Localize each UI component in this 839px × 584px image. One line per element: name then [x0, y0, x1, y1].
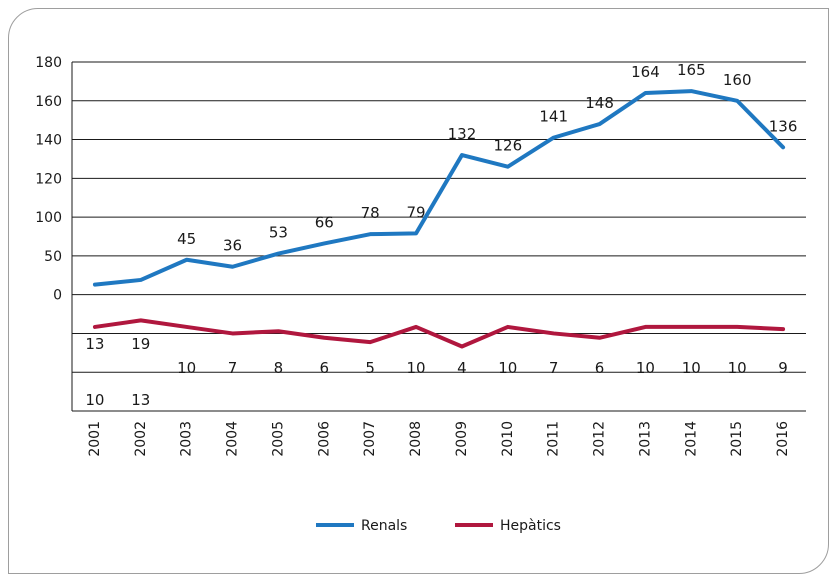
data-label: 66 — [315, 213, 334, 231]
data-label: 7 — [549, 359, 559, 377]
data-label: 4 — [457, 359, 467, 377]
x-tick-label: 2016 — [775, 421, 791, 457]
data-label: 10 — [407, 359, 426, 377]
data-label: 79 — [407, 203, 426, 221]
y-tick-label: 140 — [35, 133, 62, 149]
x-tick-label: 2010 — [500, 421, 516, 457]
gridlines — [72, 61, 806, 412]
x-tick-label: 2013 — [637, 421, 653, 457]
data-label: 126 — [493, 137, 522, 155]
data-label: 10 — [85, 391, 104, 409]
y-tick-label: 0 — [53, 288, 62, 304]
data-label: 6 — [320, 359, 330, 377]
chart-frame — [8, 8, 829, 574]
data-label: 9 — [778, 359, 788, 377]
data-label: 148 — [585, 94, 614, 112]
data-label: 36 — [223, 237, 242, 255]
data-label: 10 — [728, 359, 747, 377]
x-tick-label: 2004 — [225, 421, 241, 457]
y-tick-label: 120 — [35, 171, 62, 187]
data-label: 5 — [365, 359, 375, 377]
data-label: 6 — [595, 359, 605, 377]
x-tick-labels: 2001 2002 2003 2004 2005 2006 2007 2008 2009 2010… — [87, 421, 791, 457]
data-label: 8 — [274, 359, 284, 377]
data-label: 165 — [677, 61, 706, 79]
x-tick-label: 2009 — [454, 421, 470, 457]
y-tick-label: 180 — [35, 55, 62, 71]
x-tick-label: 2005 — [270, 421, 286, 457]
data-label: 13 — [131, 391, 150, 409]
legend: Renals Hepàtics — [316, 518, 561, 534]
legend-label-hepàtics: Hepàtics — [500, 518, 561, 534]
x-tick-label: 2006 — [316, 421, 332, 457]
y-tick-label: 100 — [35, 210, 62, 226]
data-label: 53 — [269, 224, 288, 242]
series-line-renals — [92, 89, 786, 287]
data-label: 136 — [769, 117, 798, 135]
x-tick-label: 2011 — [546, 421, 562, 457]
data-label: 132 — [448, 125, 477, 143]
legend-label-renals: Renals — [361, 518, 407, 534]
data-label: 13 — [85, 335, 104, 353]
y-tick-label: 50 — [44, 249, 62, 265]
data-label: 141 — [539, 108, 568, 126]
x-tick-label: 2014 — [683, 421, 699, 457]
data-label: 7 — [228, 359, 238, 377]
x-tick-label: 2002 — [133, 421, 149, 457]
x-tick-label: 2007 — [362, 421, 378, 457]
data-label: 45 — [177, 230, 196, 248]
data-label: 78 — [361, 204, 380, 222]
x-tick-label: 2008 — [408, 421, 424, 457]
series-lines — [92, 89, 786, 349]
data-label: 10 — [636, 359, 655, 377]
x-tick-label: 2003 — [179, 421, 195, 457]
data-label: 160 — [723, 71, 752, 89]
x-tick-label: 2015 — [729, 421, 745, 457]
y-tick-labels: 180 160 140 120 100 50 0 — [35, 55, 62, 304]
x-tick-label: 2001 — [87, 421, 103, 457]
data-label: 19 — [131, 335, 150, 353]
y-tick-label: 160 — [35, 94, 62, 110]
series-line-hepàtics — [92, 318, 786, 349]
data-label: 10 — [682, 359, 701, 377]
data-label: 164 — [631, 63, 660, 81]
x-tick-label: 2012 — [592, 421, 608, 457]
data-label: 10 — [498, 359, 517, 377]
data-label: 10 — [177, 359, 196, 377]
